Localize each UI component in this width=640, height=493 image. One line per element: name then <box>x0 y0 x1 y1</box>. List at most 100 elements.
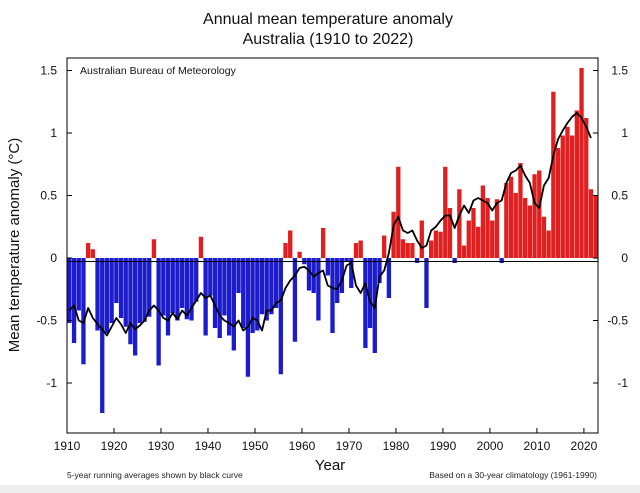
y-axis: -1 -1 -0.5 -0.5 0 0 0.5 0.5 1 1 1.5 1.5 <box>36 64 628 391</box>
bar-2004 <box>508 176 514 258</box>
bar-1944 <box>226 258 232 336</box>
x-axis: 1910 1920 1930 1940 1950 1960 1970 1980 1990 2000… <box>54 428 598 453</box>
x-tick-label: 1990 <box>430 439 457 453</box>
y-axis-title: Mean temperature anomaly (°C) <box>6 138 23 352</box>
bar-1942 <box>217 258 222 338</box>
chart-subtitle: Australia (1910 to 2022) <box>243 31 414 48</box>
x-tick-label: 2000 <box>477 439 504 453</box>
bar-1968 <box>339 258 345 293</box>
y-tick-label-right: 1.5 <box>611 64 628 78</box>
bar-1978 <box>386 258 392 298</box>
bar-1995 <box>466 220 471 258</box>
bar-series <box>67 68 598 413</box>
y-tick-label-left: 1 <box>50 126 57 140</box>
bar-1928 <box>151 239 157 258</box>
footnote-left: 5-year running averages shown by black c… <box>67 470 243 480</box>
bar-1993 <box>457 189 462 258</box>
bar-1943 <box>222 258 227 316</box>
bar-2006 <box>518 163 523 258</box>
bar-1918 <box>104 258 110 333</box>
bar-1971 <box>353 243 359 258</box>
bar-1976 <box>377 258 382 283</box>
bar-1911 <box>71 258 77 343</box>
x-tick-label: 1960 <box>289 439 316 453</box>
bar-1914 <box>85 243 91 258</box>
bar-1924 <box>132 258 138 356</box>
bar-1961 <box>306 258 312 291</box>
bar-1983 <box>410 243 415 258</box>
bar-1989 <box>438 231 443 258</box>
bar-2000 <box>490 220 495 258</box>
bar-1956 <box>283 243 288 258</box>
bar-1932 <box>170 258 175 313</box>
bottom-strip <box>0 485 640 493</box>
bar-1949 <box>250 258 255 333</box>
bar-1919 <box>109 258 114 323</box>
bar-1955 <box>278 258 283 375</box>
bar-1937 <box>194 258 199 302</box>
bar-1991 <box>447 208 453 258</box>
bar-1966 <box>330 258 335 333</box>
bar-1997 <box>476 226 481 258</box>
bar-1923 <box>128 258 133 345</box>
bar-2012 <box>546 230 551 258</box>
bar-1934 <box>179 258 185 308</box>
bar-1999 <box>485 198 490 258</box>
bar-2022 <box>593 195 598 258</box>
bar-1982 <box>405 243 410 258</box>
bar-1946 <box>236 258 241 293</box>
bar-1970 <box>349 258 354 288</box>
y-tick-label-left: 0 <box>50 251 57 265</box>
bar-1945 <box>231 258 236 351</box>
bar-1959 <box>297 251 302 258</box>
x-tick-label: 1920 <box>101 439 128 453</box>
bar-2002 <box>499 258 504 263</box>
bar-2014 <box>555 148 561 258</box>
bar-1980 <box>396 166 401 258</box>
bar-1920 <box>114 258 119 303</box>
bar-1996 <box>471 208 476 258</box>
x-tick-label: 1980 <box>383 439 410 453</box>
y-tick-label-right: -0.5 <box>607 314 628 328</box>
bar-2009 <box>532 174 537 258</box>
bar-1958 <box>292 258 298 342</box>
bar-1988 <box>433 230 439 258</box>
bar-1927 <box>147 258 152 317</box>
bar-1973 <box>363 258 368 348</box>
bar-2016 <box>565 126 570 258</box>
y-tick-label-left: 0.5 <box>40 189 57 203</box>
bar-1969 <box>344 258 349 262</box>
bar-1998 <box>480 185 486 258</box>
x-tick-label: 1970 <box>336 439 363 453</box>
x-tick-label: 1940 <box>195 439 222 453</box>
bar-1936 <box>189 258 194 321</box>
y-tick-label-right: -1 <box>617 376 628 390</box>
bar-1967 <box>335 258 340 303</box>
bar-2019 <box>579 68 584 258</box>
running-average-curve <box>68 112 592 337</box>
x-tick-label: 2010 <box>524 439 551 453</box>
bar-1912 <box>76 258 81 311</box>
bar-1957 <box>288 230 293 258</box>
bar-1925 <box>137 258 142 323</box>
y-tick-label-left: 1.5 <box>40 64 57 78</box>
x-tick-label: 1930 <box>148 439 175 453</box>
bar-1986 <box>424 258 429 308</box>
bar-1963 <box>316 258 321 321</box>
source-label: Australian Bureau of Meteorology <box>80 65 237 77</box>
x-axis-title: Year <box>315 457 345 474</box>
bar-2003 <box>504 183 509 258</box>
bar-1938 <box>198 236 204 258</box>
chart-title: Annual mean temperature anomaly <box>203 11 453 28</box>
bar-1915 <box>90 249 95 258</box>
x-tick-label: 1950 <box>242 439 269 453</box>
bar-1981 <box>400 239 406 258</box>
bar-1951 <box>259 258 265 315</box>
bar-1974 <box>367 258 373 328</box>
y-tick-label-left: -0.5 <box>36 314 57 328</box>
bar-1940 <box>208 258 213 296</box>
bar-2005 <box>513 193 518 258</box>
bar-2007 <box>523 198 528 258</box>
bar-1948 <box>245 258 251 377</box>
x-tick-label: 1910 <box>54 439 81 453</box>
